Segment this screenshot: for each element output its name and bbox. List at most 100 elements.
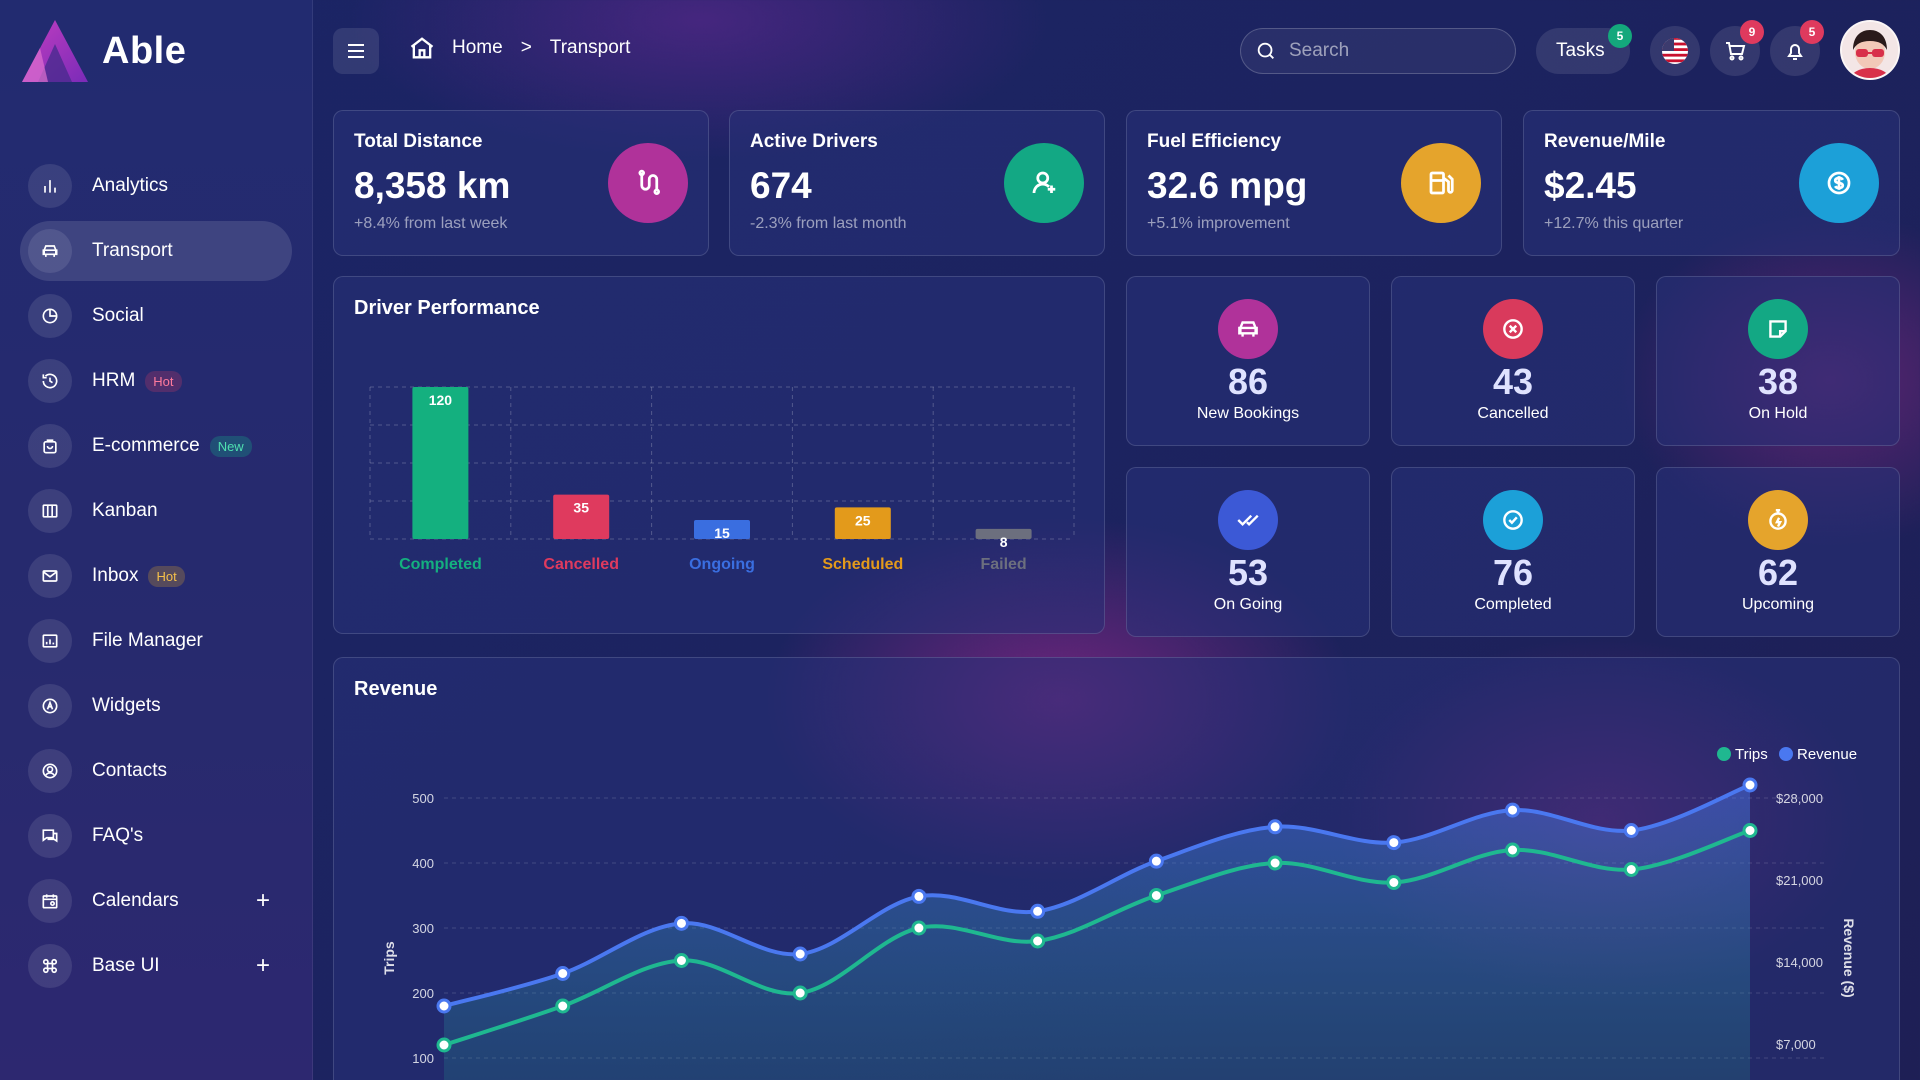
- mini-value: 62: [1757, 552, 1799, 593]
- stat-card-total-distance: Total Distance 8,358 km +8.4% from last …: [333, 110, 709, 256]
- sidebar-item-label: Inbox: [92, 565, 139, 586]
- search-box[interactable]: [1240, 28, 1516, 74]
- check-circle-icon: [1483, 490, 1543, 550]
- language-button[interactable]: [1650, 26, 1700, 76]
- user-circle-icon: [28, 749, 72, 793]
- tasks-button[interactable]: Tasks 5: [1536, 24, 1632, 74]
- y2-tick-label: $7,000: [1776, 1037, 1816, 1052]
- user-avatar[interactable]: [1840, 20, 1900, 80]
- bar-value-label: 15: [714, 525, 730, 541]
- command-icon: [28, 944, 72, 988]
- search-icon: [1257, 42, 1274, 59]
- notifications-count-badge: 5: [1800, 20, 1824, 44]
- sidebar-item-kanban[interactable]: Kanban: [20, 481, 292, 541]
- sidebar-item-file-manager[interactable]: File Manager: [20, 611, 292, 671]
- sidebar-item-analytics[interactable]: Analytics: [20, 156, 292, 216]
- revenue-chart: 500 400 300 200 100 $28,000 $21,000 $14,000 $7,0…: [381, 746, 1857, 1080]
- revenue-point: [1623, 823, 1639, 838]
- home-icon[interactable]: [408, 34, 436, 62]
- double-check-icon: [1218, 490, 1278, 550]
- car-icon: [28, 229, 72, 273]
- shopping-bag-icon: [28, 424, 72, 468]
- stat-value: 32.6 mpg: [1147, 165, 1308, 206]
- y2-axis-label: Revenue ($): [1841, 918, 1857, 997]
- y-tick-label: 100: [412, 1051, 434, 1066]
- sidebar: Able Analytics Transport Social HRM Hot …: [0, 0, 313, 1080]
- sidebar-item-contacts[interactable]: Contacts: [20, 741, 292, 801]
- mini-value: 76: [1492, 552, 1534, 593]
- trips-point: [1148, 888, 1164, 903]
- expand-plus-icon[interactable]: +: [255, 887, 270, 914]
- bar: [694, 520, 750, 539]
- hamburger-icon: [348, 44, 364, 58]
- trips-point: [911, 920, 927, 936]
- mini-card-new-bookings: 86 New Bookings: [1126, 276, 1370, 446]
- expand-plus-icon[interactable]: +: [255, 952, 270, 979]
- panel-title: Driver Performance: [354, 297, 540, 319]
- breadcrumb-current: Transport: [549, 37, 631, 58]
- sidebar-item-label: Transport: [92, 240, 173, 261]
- mini-card-cancelled: 43 Cancelled: [1391, 276, 1635, 446]
- mini-label: On Hold: [1748, 405, 1808, 422]
- notifications-button[interactable]: 5: [1770, 20, 1824, 76]
- trips-line: [443, 828, 1751, 1047]
- y-tick-label: 300: [412, 921, 434, 936]
- menu-toggle-button[interactable]: [333, 28, 379, 74]
- search-input[interactable]: [1289, 40, 1489, 62]
- history-icon: [28, 359, 72, 403]
- revenue-line: [443, 783, 1751, 1008]
- hot-badge: Hot: [145, 370, 182, 392]
- sidebar-item-inbox[interactable]: Inbox Hot: [20, 546, 292, 606]
- bar: [834, 507, 891, 539]
- sidebar-item-calendars[interactable]: Calendars +: [20, 871, 292, 931]
- stat-title: Total Distance: [354, 131, 483, 152]
- cart-button[interactable]: 9: [1710, 20, 1764, 76]
- tasks-count-badge: 5: [1608, 24, 1632, 48]
- brand[interactable]: Able: [20, 18, 186, 84]
- sidebar-item-e-commerce[interactable]: E-commerce New: [20, 416, 292, 476]
- trips-point: [555, 998, 571, 1014]
- able-logo-icon: [22, 20, 88, 82]
- sidebar-item-label: E-commerce: [92, 435, 200, 456]
- bar-value-label: 120: [429, 392, 453, 408]
- dollar-coin-icon: [1799, 143, 1879, 223]
- cart-icon: [1726, 42, 1746, 61]
- revenue-point: [555, 966, 571, 981]
- sidebar-item-transport[interactable]: Transport: [20, 221, 292, 281]
- revenue-card: Revenue 500 400 300 200 100 $28,000 $21,000 $14…: [333, 657, 1900, 1080]
- bar: [412, 387, 469, 539]
- trips-point: [436, 1037, 452, 1053]
- bar-value-label: 35: [573, 500, 589, 516]
- sidebar-item-faqs[interactable]: FAQ's: [20, 806, 292, 866]
- sidebar-item-widgets[interactable]: Widgets: [20, 676, 292, 736]
- revenue-point: [436, 998, 452, 1014]
- breadcrumb: Home > Transport: [408, 34, 630, 62]
- mini-label: Upcoming: [1741, 596, 1815, 613]
- bar-value-label: 25: [855, 512, 871, 528]
- stat-title: Active Drivers: [750, 131, 878, 152]
- mini-card-upcoming: 62 Upcoming: [1656, 467, 1900, 637]
- sidebar-item-hrm[interactable]: HRM Hot: [20, 351, 292, 411]
- sidebar-item-social[interactable]: Social: [20, 286, 292, 346]
- sidebar-item-label: FAQ's: [92, 825, 144, 846]
- mini-value: 43: [1492, 361, 1534, 402]
- mini-card-on-going: 53 On Going: [1126, 467, 1370, 637]
- mini-value: 38: [1757, 361, 1799, 402]
- sidebar-item-base-ui[interactable]: Base UI +: [20, 936, 292, 996]
- user-pin-icon: [1004, 143, 1084, 223]
- stat-card-fuel-efficiency: Fuel Efficiency 32.6 mpg +5.1% improveme…: [1126, 110, 1502, 256]
- sidebar-nav: Analytics Transport Social HRM Hot E-com…: [20, 156, 292, 1001]
- revenue-point: [1386, 835, 1402, 851]
- trips-point: [1742, 823, 1758, 838]
- calendar-icon: [28, 879, 72, 923]
- y2-tick-label: $14,000: [1776, 955, 1823, 970]
- hot-badge: Hot: [148, 565, 185, 587]
- bell-icon: [1787, 44, 1803, 60]
- stat-title: Revenue/Mile: [1544, 131, 1666, 152]
- revenue-point: [911, 888, 927, 904]
- bar-category-label: Ongoing: [689, 556, 755, 573]
- breadcrumb-home[interactable]: Home: [452, 37, 503, 58]
- trips-point: [792, 985, 808, 1001]
- route-icon: [608, 143, 688, 223]
- mail-icon: [28, 554, 72, 598]
